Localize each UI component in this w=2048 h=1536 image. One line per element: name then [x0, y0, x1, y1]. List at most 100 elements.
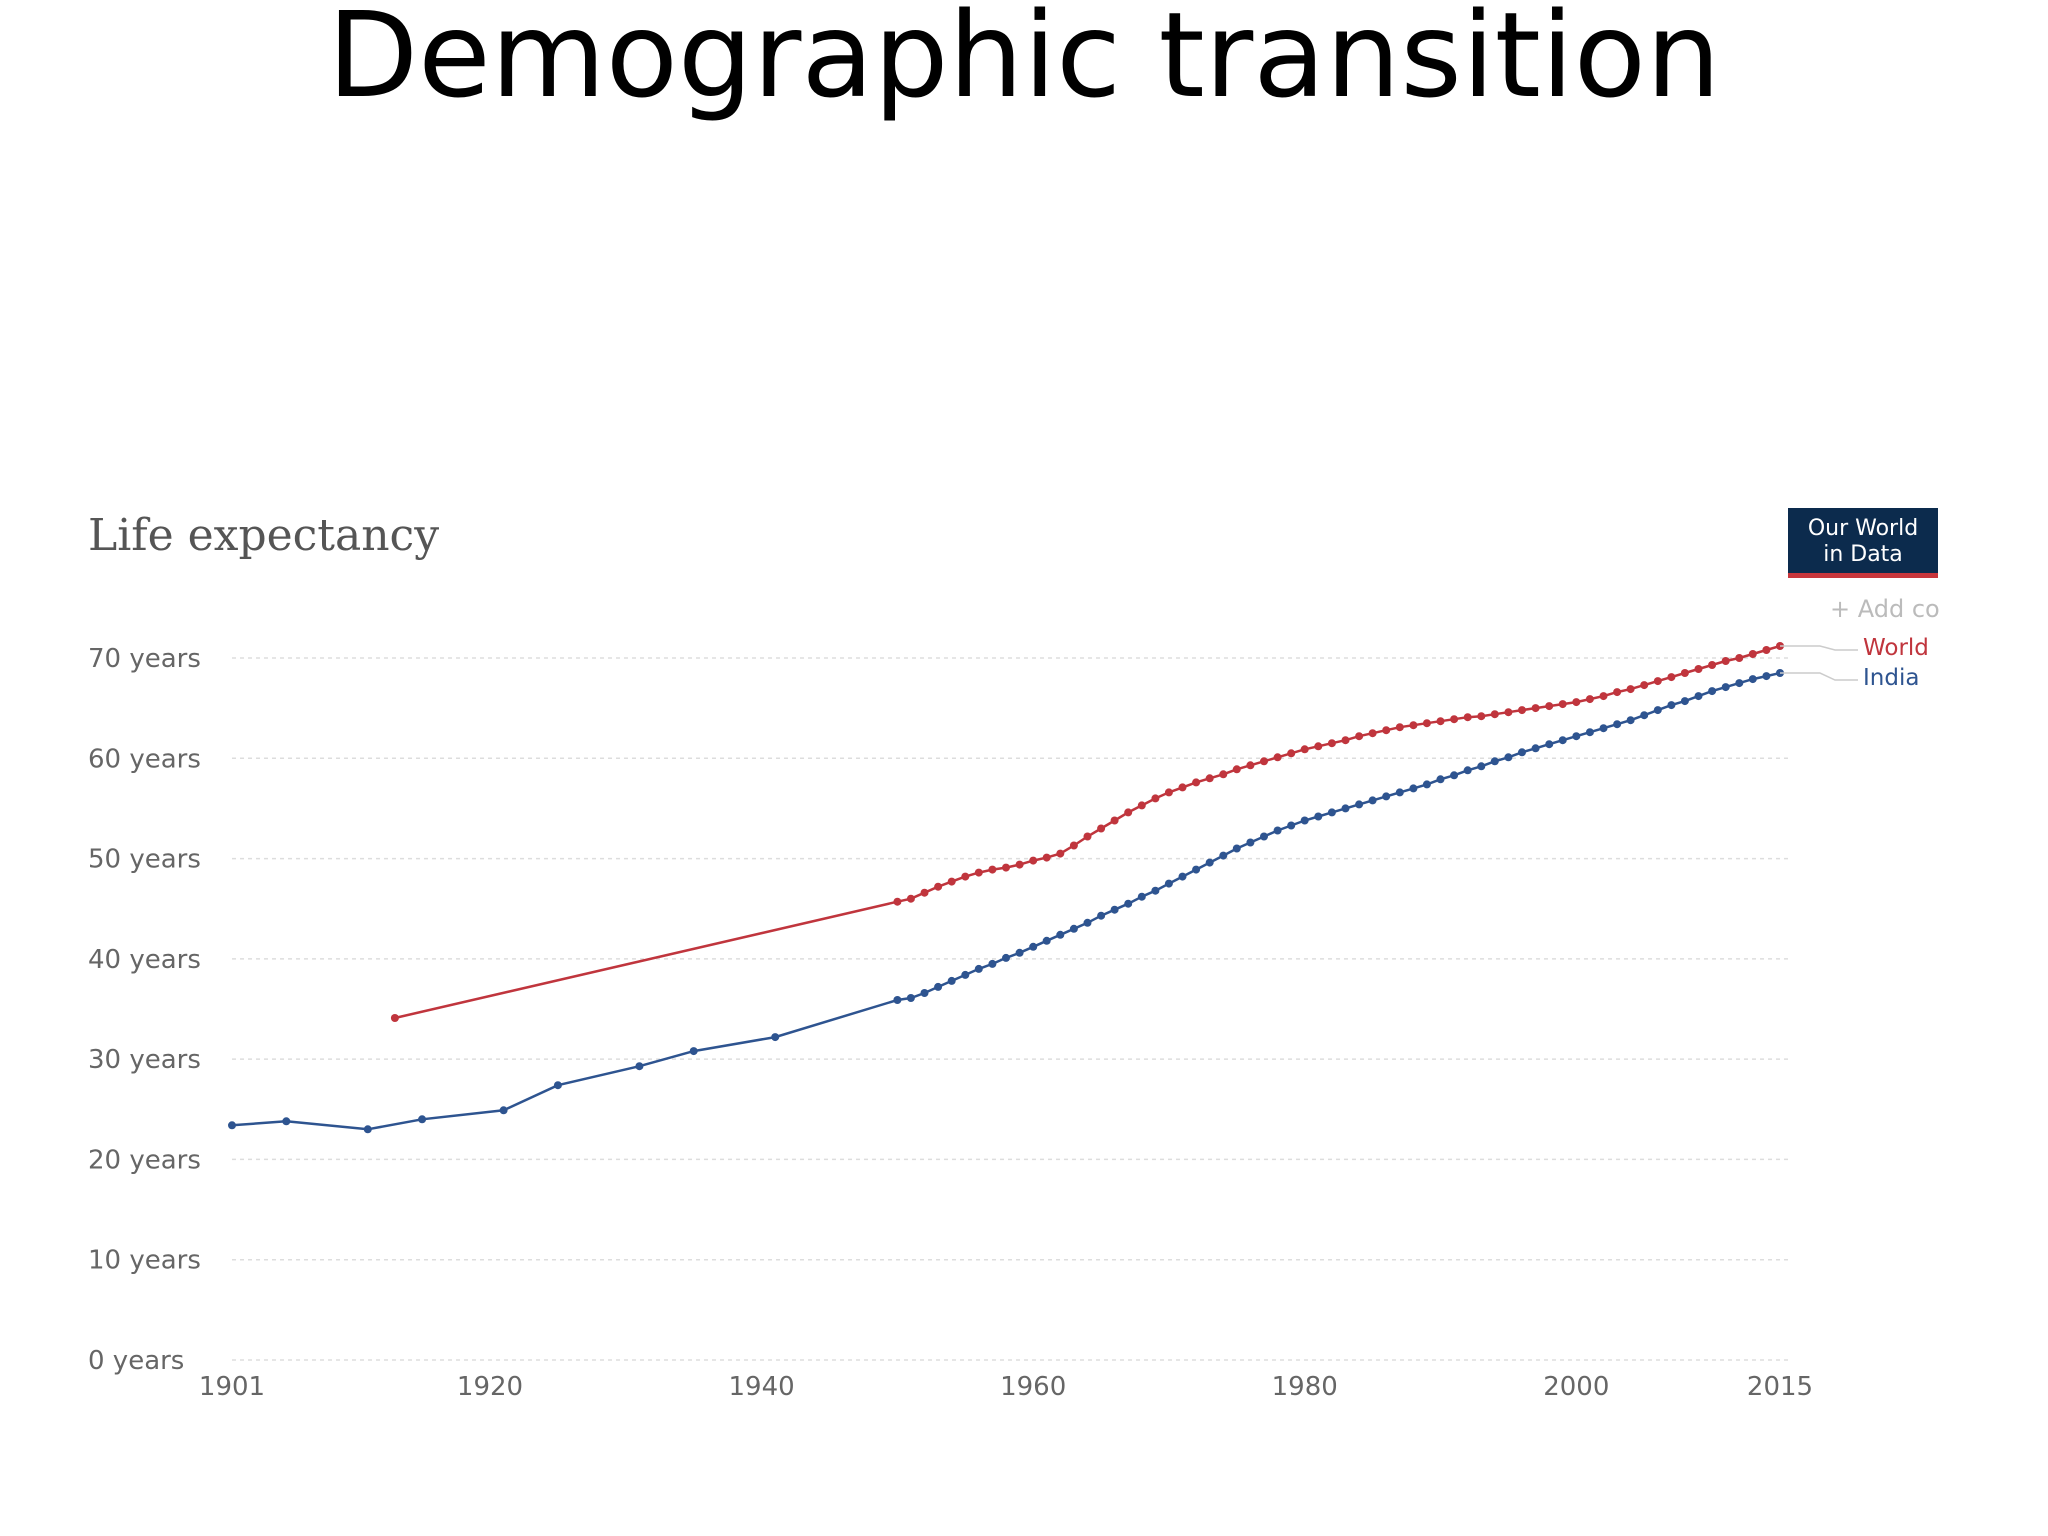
data-point-india — [1667, 701, 1676, 710]
data-point-world — [1246, 761, 1255, 770]
data-point-india — [363, 1125, 372, 1134]
data-point-india — [1721, 683, 1730, 692]
data-point-world — [1097, 824, 1106, 833]
data-point-india — [1422, 780, 1431, 789]
data-point-india — [1762, 672, 1771, 681]
data-point-world — [1205, 774, 1214, 783]
legend-label-india[interactable]: India — [1863, 665, 1920, 691]
data-point-india — [1069, 924, 1078, 933]
chart-container: Life expectancy Our World in Data + Add … — [0, 480, 2048, 1440]
y-tick-label: 20 years — [88, 1145, 201, 1175]
data-point-world — [1327, 739, 1336, 748]
series-line-world — [394, 644, 1781, 1020]
data-point-world — [1192, 778, 1201, 787]
data-point-world — [1558, 700, 1567, 709]
data-point-india — [1504, 753, 1513, 762]
data-point-world — [1490, 710, 1499, 719]
data-point-world — [1613, 688, 1622, 697]
data-point-world — [1151, 794, 1160, 803]
data-point-india — [1029, 942, 1038, 951]
data-point-india — [1219, 851, 1228, 860]
data-point-india — [1680, 697, 1689, 706]
data-point-india — [1300, 816, 1309, 825]
data-point-india — [1260, 832, 1268, 841]
data-point-india — [1124, 899, 1133, 908]
data-point-india — [1056, 930, 1065, 939]
data-point-world — [934, 882, 943, 891]
chart-title: Life expectancy — [88, 510, 440, 561]
data-point-world — [1409, 721, 1418, 730]
data-point-world — [947, 877, 956, 886]
data-point-india — [1395, 788, 1404, 797]
data-point-india — [974, 964, 983, 973]
data-point-world — [1626, 685, 1635, 694]
legend-connector-world — [1780, 645, 1858, 651]
data-point-world — [1029, 856, 1038, 865]
add-country-button[interactable]: + Add co — [1830, 595, 1940, 623]
owid-logo[interactable]: Our World in Data — [1788, 508, 1938, 578]
y-axis-ticks: 0 years 10 years 20 years 30 years 40 years 5… — [88, 644, 201, 1376]
data-point-india — [1287, 821, 1296, 830]
data-point-india — [988, 959, 997, 968]
data-point-world — [1056, 849, 1065, 858]
data-point-india — [961, 970, 970, 979]
data-point-india — [1178, 872, 1187, 881]
logo-line-1: Our World — [1807, 516, 1919, 541]
data-point-world — [1232, 765, 1241, 774]
data-point-world — [1585, 695, 1594, 704]
data-point-world — [1287, 749, 1296, 758]
data-point-india — [1585, 728, 1594, 737]
data-point-world — [1422, 719, 1431, 728]
legend-connectors — [1780, 645, 1858, 681]
data-point-world — [1545, 702, 1554, 711]
data-point-india — [1748, 675, 1757, 684]
data-point-india — [1192, 865, 1201, 874]
data-point-india — [1355, 800, 1364, 809]
data-point-world — [1314, 742, 1323, 751]
data-point-india — [1708, 687, 1717, 696]
data-point-india — [1558, 736, 1567, 745]
data-point-world — [1680, 669, 1689, 677]
data-point-india — [1477, 762, 1486, 771]
data-point-india — [635, 1062, 644, 1071]
data-point-india — [499, 1106, 508, 1115]
data-point-world — [1069, 841, 1078, 850]
x-tick-label: 1920 — [457, 1372, 523, 1402]
y-tick-label: 60 years — [88, 744, 201, 774]
data-point-india — [906, 994, 915, 1002]
data-point-world — [1667, 673, 1676, 682]
data-point-india — [1613, 720, 1622, 729]
data-point-india — [1572, 732, 1581, 741]
data-point-india — [1164, 879, 1173, 888]
data-point-india — [1083, 918, 1092, 927]
data-point-world — [988, 865, 997, 874]
data-point-world — [1273, 753, 1282, 762]
data-point-india — [934, 982, 943, 991]
data-point-india — [1015, 948, 1024, 957]
legend-label-world[interactable]: World — [1863, 635, 1929, 661]
data-point-world — [1436, 717, 1445, 726]
data-point-world — [1518, 706, 1526, 715]
data-point-world — [1531, 704, 1540, 713]
data-point-world — [1748, 650, 1757, 658]
data-point-india — [1518, 748, 1526, 757]
series-india — [228, 669, 1784, 1134]
data-point-world — [920, 888, 929, 897]
data-point-world — [1260, 757, 1268, 766]
data-point-world — [1640, 681, 1649, 690]
data-point-india — [1382, 792, 1391, 801]
data-point-india — [920, 989, 929, 997]
data-point-india — [1097, 911, 1106, 920]
data-point-world — [1164, 788, 1173, 797]
data-point-india — [1409, 784, 1418, 793]
data-point-india — [1314, 812, 1323, 821]
data-point-world — [1504, 708, 1513, 717]
data-point-india — [282, 1117, 291, 1126]
data-point-india — [947, 976, 956, 985]
slide-title: Demographic transition — [327, 0, 1721, 124]
data-point-india — [1436, 775, 1445, 784]
data-point-world — [1178, 783, 1187, 792]
data-point-world — [1083, 832, 1092, 841]
logo-line-2: in Data — [1823, 542, 1903, 567]
data-point-india — [1368, 796, 1377, 805]
